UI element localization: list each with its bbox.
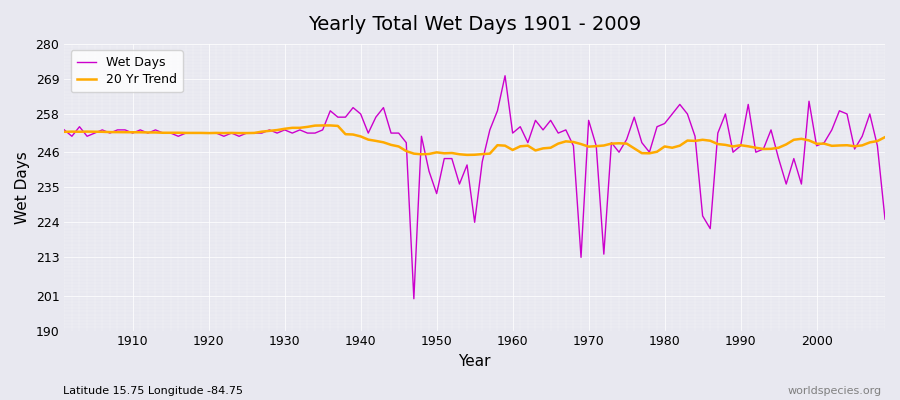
Wet Days (120, 128, 130, 132)
20 Yr Trend (522, 143, 533, 148)
Line: 20 Yr Trend: 20 Yr Trend (64, 126, 885, 155)
Wet Days (287, 131, 298, 136)
20 Yr Trend (879, 135, 890, 140)
20 Yr Trend (287, 126, 298, 130)
20 Yr Trend (58, 130, 69, 134)
Wet Days (879, 217, 890, 222)
20 Yr Trend (462, 152, 472, 157)
Wet Days (614, 150, 625, 154)
Y-axis label: Wet Days: Wet Days (15, 151, 30, 224)
X-axis label: Year: Year (458, 354, 491, 369)
Text: Latitude 15.75 Longitude -84.75: Latitude 15.75 Longitude -84.75 (63, 386, 243, 396)
Wet Days (332, 115, 343, 120)
Wet Days (515, 124, 526, 129)
Text: worldspecies.org: worldspecies.org (788, 386, 882, 396)
Legend: Wet Days, 20 Yr Trend: Wet Days, 20 Yr Trend (70, 50, 183, 92)
Line: Wet Days: Wet Days (64, 76, 885, 299)
20 Yr Trend (120, 130, 130, 134)
20 Yr Trend (614, 141, 625, 146)
20 Yr Trend (318, 123, 328, 128)
Title: Yearly Total Wet Days 1901 - 2009: Yearly Total Wet Days 1901 - 2009 (308, 15, 642, 34)
Wet Days (500, 73, 510, 78)
Wet Days (409, 296, 419, 301)
20 Yr Trend (515, 144, 526, 149)
20 Yr Trend (340, 132, 351, 136)
Wet Days (522, 140, 533, 145)
Wet Days (58, 128, 69, 132)
